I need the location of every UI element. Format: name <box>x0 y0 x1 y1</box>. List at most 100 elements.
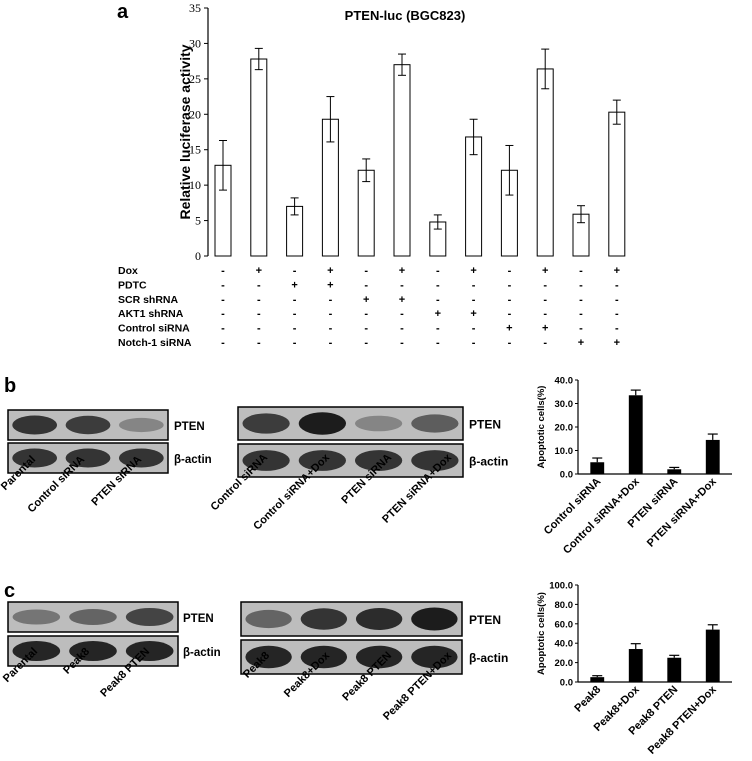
a-bar <box>393 64 411 257</box>
treatment-mark: + <box>291 279 297 291</box>
blot-band <box>12 641 61 661</box>
blot-band <box>65 448 111 468</box>
treatment-mark: + <box>327 265 333 277</box>
treatment-mark: + <box>470 265 476 277</box>
panel-label-c: c <box>4 580 15 602</box>
treatment-mark: + <box>542 265 548 277</box>
a-y-tick-label: 15 <box>189 143 201 157</box>
treatment-mark: - <box>329 308 333 320</box>
treatment-mark: - <box>400 337 404 349</box>
treatment-mark: - <box>579 294 583 306</box>
blot-band <box>355 645 403 669</box>
a-y-tick-label: 5 <box>195 214 201 228</box>
treatment-mark: - <box>436 279 440 291</box>
blot-band <box>298 412 346 435</box>
treatment-mark: - <box>543 308 547 320</box>
treatment-mark: - <box>508 294 512 306</box>
a-y-axis-label: Relative luciferase activity <box>177 44 193 219</box>
treatment-mark: + <box>614 265 620 277</box>
treatment-mark: - <box>364 337 368 349</box>
treatment-mark: - <box>257 294 261 306</box>
b-category-label: PTEN siRNA+Dox <box>645 475 720 550</box>
blot-band <box>245 645 292 669</box>
panel-label-a: a <box>117 1 129 23</box>
treatment-mark: - <box>329 323 333 335</box>
c-y-tick-label: 0.0 <box>560 678 573 689</box>
b-y-tick-label: 40.0 <box>555 376 574 387</box>
treatment-mark: - <box>508 279 512 291</box>
blot-band <box>242 413 290 434</box>
treatment-label-scr-shrna: SCR shRNA <box>118 294 179 306</box>
treatment-mark: - <box>436 323 440 335</box>
a-bar <box>250 58 268 257</box>
treatment-mark: + <box>399 294 405 306</box>
treatment-mark: + <box>327 279 333 291</box>
treatment-mark: - <box>293 337 297 349</box>
treatment-mark: - <box>508 308 512 320</box>
blot-row-label: PTEN <box>183 613 214 625</box>
c-y-tick-label: 40.0 <box>555 639 574 650</box>
treatment-mark: + <box>363 294 369 306</box>
c-bar <box>628 649 643 682</box>
c-category-label: Peak8 PTEN+Dox <box>646 683 720 757</box>
a-y-tick-label: 20 <box>189 107 201 121</box>
treatment-mark: + <box>578 337 584 349</box>
treatment-mark: - <box>400 308 404 320</box>
treatment-mark: - <box>436 337 440 349</box>
b-category-label: Control siRNA+Dox <box>561 475 642 556</box>
treatment-mark: - <box>543 337 547 349</box>
c-y-axis-label: Apoptotic cells(%) <box>536 592 547 675</box>
treatment-mark: - <box>543 294 547 306</box>
treatment-mark: + <box>399 265 405 277</box>
blot-band <box>125 608 174 626</box>
treatment-mark: + <box>256 265 262 277</box>
treatment-mark: - <box>257 323 261 335</box>
blot-row-label: PTEN <box>174 421 205 433</box>
treatment-mark: - <box>508 337 512 349</box>
a-bar <box>536 68 554 257</box>
b-bar <box>705 439 720 474</box>
c-bar <box>705 629 720 682</box>
treatment-mark: - <box>579 308 583 320</box>
treatment-mark: - <box>257 308 261 320</box>
treatment-mark: - <box>615 323 619 335</box>
treatment-mark: - <box>436 294 440 306</box>
blot-row-label: PTEN <box>469 613 501 627</box>
blot-band <box>118 448 164 468</box>
treatment-label-control-sirna: Control siRNA <box>118 323 190 335</box>
treatment-mark: - <box>257 337 261 349</box>
chart-a: 0 5 10 15 20 25 30 35 Relative luciferase activi… <box>118 1 626 349</box>
treatment-mark: - <box>615 279 619 291</box>
treatment-mark: - <box>293 265 297 277</box>
treatment-mark: - <box>221 265 225 277</box>
treatment-mark: - <box>472 279 476 291</box>
blot-band <box>118 417 164 433</box>
c-y-tick-label: 20.0 <box>555 658 574 669</box>
treatment-mark: - <box>579 279 583 291</box>
a-bar <box>357 169 375 257</box>
blot-row-label: β-actin <box>174 454 212 466</box>
blot-band <box>242 450 290 471</box>
blot-band <box>411 645 458 669</box>
treatment-mark: - <box>436 265 440 277</box>
blot-band <box>245 609 292 629</box>
b-y-tick-label: 0.0 <box>560 470 573 481</box>
blot-band <box>411 450 459 471</box>
a-y-tick-label: 25 <box>189 72 201 86</box>
treatment-mark: + <box>542 323 548 335</box>
blot-band <box>411 414 459 433</box>
b-y-axis-label: Apoptotic cells(%) <box>536 386 547 469</box>
blot-band <box>355 607 403 631</box>
treatment-mark: - <box>221 323 225 335</box>
treatment-mark: - <box>472 294 476 306</box>
treatment-label-notch-1-sirna: Notch-1 siRNA <box>118 337 192 349</box>
treatment-mark: - <box>579 323 583 335</box>
treatment-mark: - <box>543 279 547 291</box>
chart-b: 0.0 10.0 20.0 30.0 40.0 Apoptotic cells(%) Con… <box>536 376 732 557</box>
a-chart-title: PTEN-luc (BGC823) <box>345 8 466 23</box>
treatment-mark: + <box>614 337 620 349</box>
blot-row-label: PTEN <box>469 418 501 432</box>
